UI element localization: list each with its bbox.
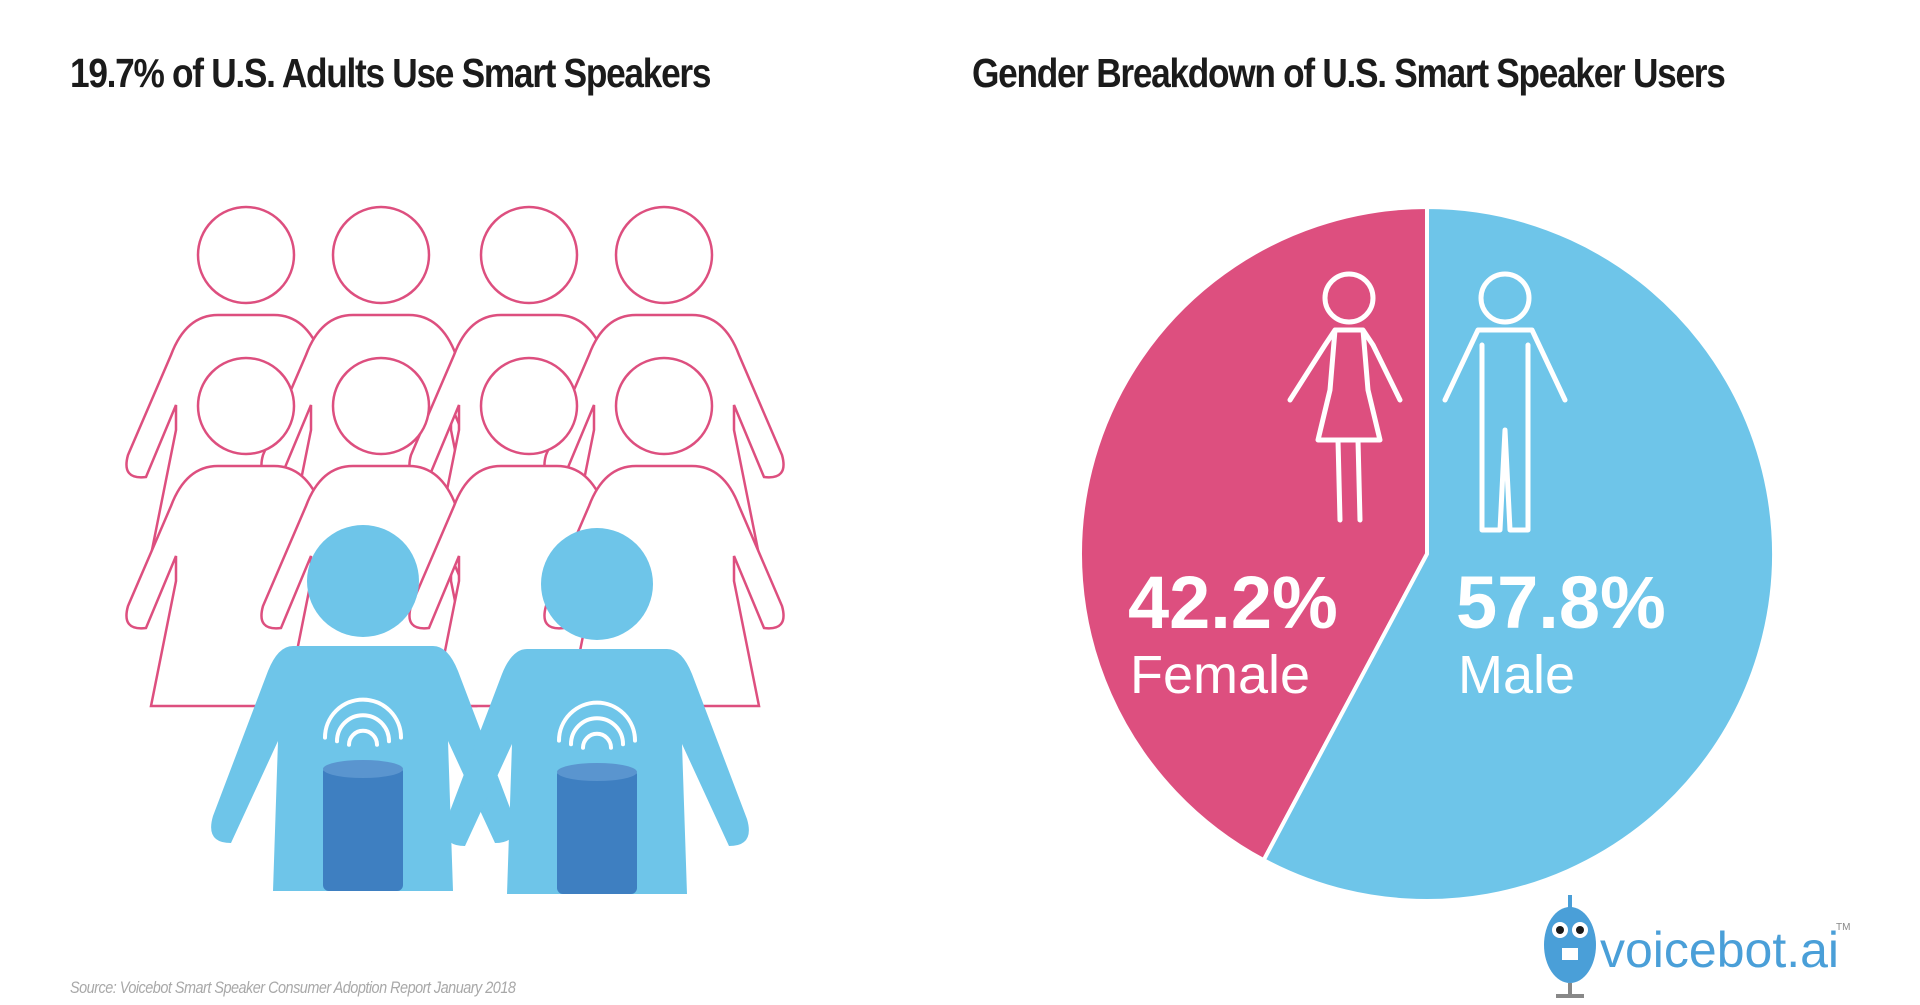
smart-speaker-icon xyxy=(323,760,403,891)
person-outline-icon xyxy=(543,356,785,708)
people-icons-group xyxy=(125,205,785,894)
female-person-icon xyxy=(1287,271,1403,523)
pie-gender-icons xyxy=(1287,271,1568,533)
robot-mic-icon xyxy=(1544,895,1596,998)
male-category-label: Male xyxy=(1458,645,1575,705)
male-slice-label: 57.8% Male xyxy=(1456,561,1666,705)
voicebot-logo: voicebot.ai TM xyxy=(1544,895,1850,998)
male-value-label: 57.8% xyxy=(1456,561,1666,644)
trademark-mark: TM xyxy=(1836,922,1850,933)
left-title: 19.7% of U.S. Adults Use Smart Speakers xyxy=(70,50,711,96)
smart-speaker-user-icon xyxy=(445,528,749,894)
sound-waves-icon xyxy=(323,697,403,747)
pie-slice-female xyxy=(1078,204,1429,863)
female-value-label: 42.2% xyxy=(1128,561,1338,644)
smart-speaker-user-icon xyxy=(211,525,515,891)
sound-waves-icon xyxy=(557,700,637,750)
female-category-label: Female xyxy=(1130,645,1310,705)
male-person-icon xyxy=(1442,271,1568,533)
pie-chart xyxy=(1078,204,1776,903)
pie-slice-male xyxy=(1260,204,1776,903)
female-slice-label: 42.2% Female xyxy=(1128,561,1338,705)
logo-text: voicebot.ai xyxy=(1600,922,1839,978)
source-note: Source: Voicebot Smart Speaker Consumer … xyxy=(70,978,516,997)
chart-title: Gender Breakdown of U.S. Smart Speaker U… xyxy=(972,50,1726,96)
smart-speaker-icon xyxy=(557,763,637,894)
